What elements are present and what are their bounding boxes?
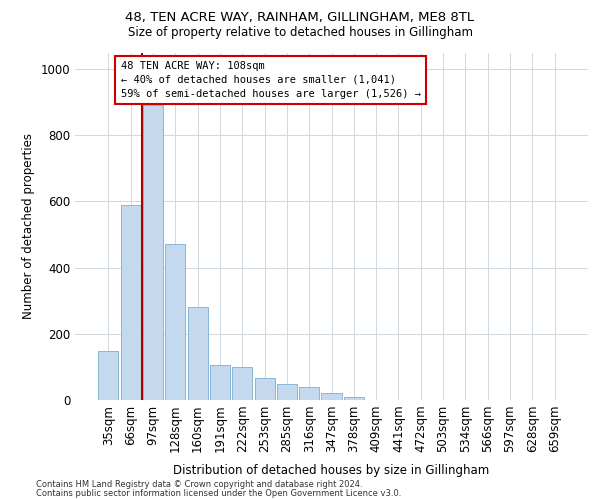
Bar — [98, 351, 118, 400]
Bar — [232, 367, 252, 400]
Bar — [299, 387, 319, 400]
Bar — [277, 384, 297, 400]
Bar — [165, 244, 185, 400]
Text: 48, TEN ACRE WAY, RAINHAM, GILLINGHAM, ME8 8TL: 48, TEN ACRE WAY, RAINHAM, GILLINGHAM, M… — [125, 11, 475, 24]
Bar — [322, 394, 341, 400]
Bar — [344, 398, 364, 400]
Bar — [121, 204, 141, 400]
Bar — [254, 378, 275, 400]
X-axis label: Distribution of detached houses by size in Gillingham: Distribution of detached houses by size … — [173, 464, 490, 476]
Text: Size of property relative to detached houses in Gillingham: Size of property relative to detached ho… — [128, 26, 473, 39]
Y-axis label: Number of detached properties: Number of detached properties — [22, 133, 35, 320]
Text: Contains HM Land Registry data © Crown copyright and database right 2024.: Contains HM Land Registry data © Crown c… — [36, 480, 362, 489]
Bar — [210, 365, 230, 400]
Text: Contains public sector information licensed under the Open Government Licence v3: Contains public sector information licen… — [36, 490, 401, 498]
Text: 48 TEN ACRE WAY: 108sqm
← 40% of detached houses are smaller (1,041)
59% of semi: 48 TEN ACRE WAY: 108sqm ← 40% of detache… — [121, 61, 421, 99]
Bar — [188, 308, 208, 400]
Bar — [143, 106, 163, 400]
